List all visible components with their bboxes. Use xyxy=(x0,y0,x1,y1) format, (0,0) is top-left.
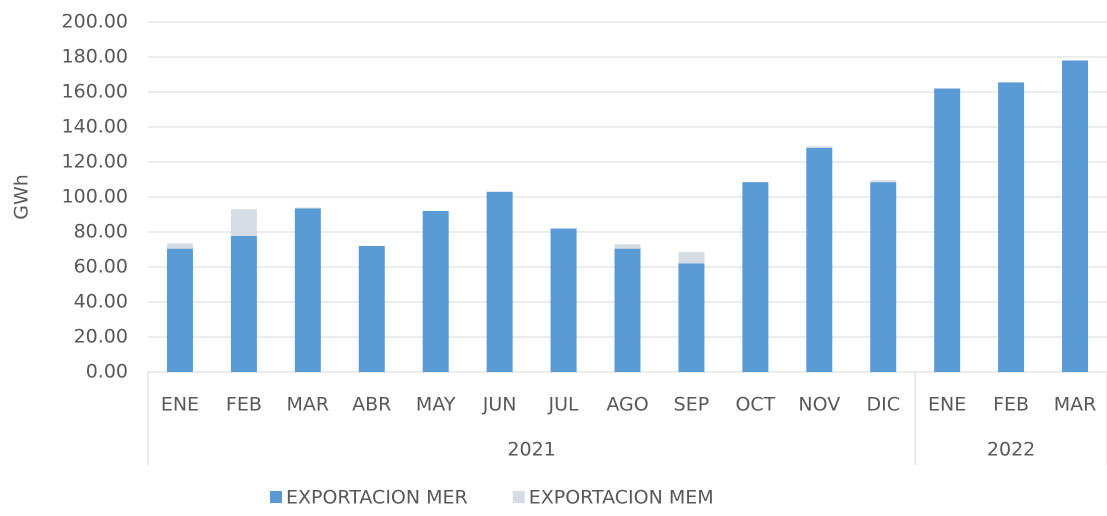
legend-swatch xyxy=(513,491,525,503)
bar-segment xyxy=(167,249,193,372)
bar-segment xyxy=(167,243,193,248)
x-tick-label: ENE xyxy=(161,394,199,416)
y-tick-label: 40.00 xyxy=(74,291,128,313)
legend-swatch xyxy=(270,491,282,503)
x-tick-label: ABR xyxy=(352,394,391,416)
bar-segment xyxy=(295,208,321,209)
y-tick-label: 80.00 xyxy=(74,221,128,243)
y-axis-title: GWh xyxy=(11,174,33,220)
x-tick-label: ENE xyxy=(928,394,966,416)
x-tick-label: OCT xyxy=(735,394,775,416)
y-tick-label: 20.00 xyxy=(74,326,128,348)
x-tick-label: MAR xyxy=(1054,394,1097,416)
bar-segment xyxy=(806,146,832,148)
x-tick-label: JUL xyxy=(548,394,580,416)
x-tick-label: FEB xyxy=(993,394,1029,416)
legend-label: EXPORTACION MEM xyxy=(529,487,714,509)
bar-segment xyxy=(934,89,960,373)
bar-segment xyxy=(615,244,641,248)
bar-segment xyxy=(742,182,768,372)
bar-segment xyxy=(487,192,513,372)
bar-segment xyxy=(295,208,321,372)
bar-segment xyxy=(806,148,832,372)
bar-segment xyxy=(998,82,1024,372)
x-tick-label: AGO xyxy=(606,394,648,416)
bar-segment xyxy=(678,252,704,263)
bar-segment xyxy=(870,180,896,182)
bar-segment xyxy=(231,209,257,236)
bar-segment xyxy=(231,236,257,372)
group-label: 2022 xyxy=(987,439,1035,461)
y-tick-label: 180.00 xyxy=(62,46,128,68)
x-tick-label: SEP xyxy=(674,394,710,416)
y-tick-label: 100.00 xyxy=(62,186,128,208)
bar-segment xyxy=(678,264,704,373)
y-tick-label: 200.00 xyxy=(62,11,128,33)
bar-segment xyxy=(615,249,641,372)
y-tick-label: 0.00 xyxy=(86,361,128,383)
bar-segment xyxy=(359,246,385,372)
y-tick-label: 140.00 xyxy=(62,116,128,138)
x-tick-label: FEB xyxy=(226,394,262,416)
bar-segment xyxy=(551,229,577,373)
bar-segment xyxy=(870,182,896,372)
x-tick-label: JUN xyxy=(482,394,517,416)
y-tick-label: 120.00 xyxy=(62,151,128,173)
group-label: 2021 xyxy=(507,439,555,461)
bar-segment xyxy=(1062,61,1088,373)
x-tick-label: MAR xyxy=(287,394,330,416)
bar-segment xyxy=(423,211,449,372)
chart: GWh 0.00 20.00 40.00 60.00 80.00 100.00 120.00… xyxy=(0,0,1107,512)
y-tick-label: 160.00 xyxy=(62,81,128,103)
x-tick-label: NOV xyxy=(798,394,840,416)
legend-label: EXPORTACION MER xyxy=(286,487,468,509)
y-tick-label: 60.00 xyxy=(74,256,128,278)
x-tick-label: MAY xyxy=(416,394,456,416)
x-tick-label: DIC xyxy=(866,394,900,416)
